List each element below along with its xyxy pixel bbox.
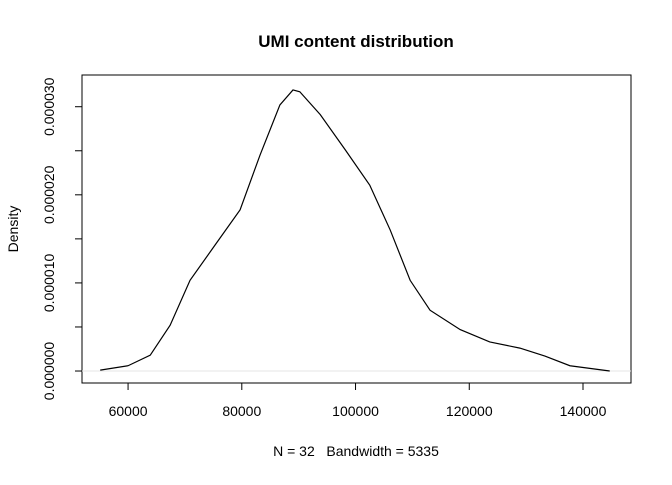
- x-tick-label: 120000: [446, 403, 493, 419]
- x-tick-label: 100000: [332, 403, 379, 419]
- x-tick-label: 80000: [222, 403, 261, 419]
- x-axis-label: N = 32 Bandwidth = 5335: [273, 443, 439, 459]
- chart-title: UMI content distribution: [258, 32, 453, 51]
- x-tick-label: 60000: [109, 403, 148, 419]
- x-tick-label: 140000: [560, 403, 607, 419]
- y-tick-label: 0.000030: [41, 77, 57, 136]
- y-tick-label: 0.000020: [41, 165, 57, 224]
- density-line: [100, 89, 610, 372]
- y-tick-label: 0.000010: [41, 254, 57, 313]
- plot-frame: [81, 74, 632, 384]
- y-tick-label: 0.000000: [41, 342, 57, 401]
- y-axis-label: Density: [5, 206, 21, 253]
